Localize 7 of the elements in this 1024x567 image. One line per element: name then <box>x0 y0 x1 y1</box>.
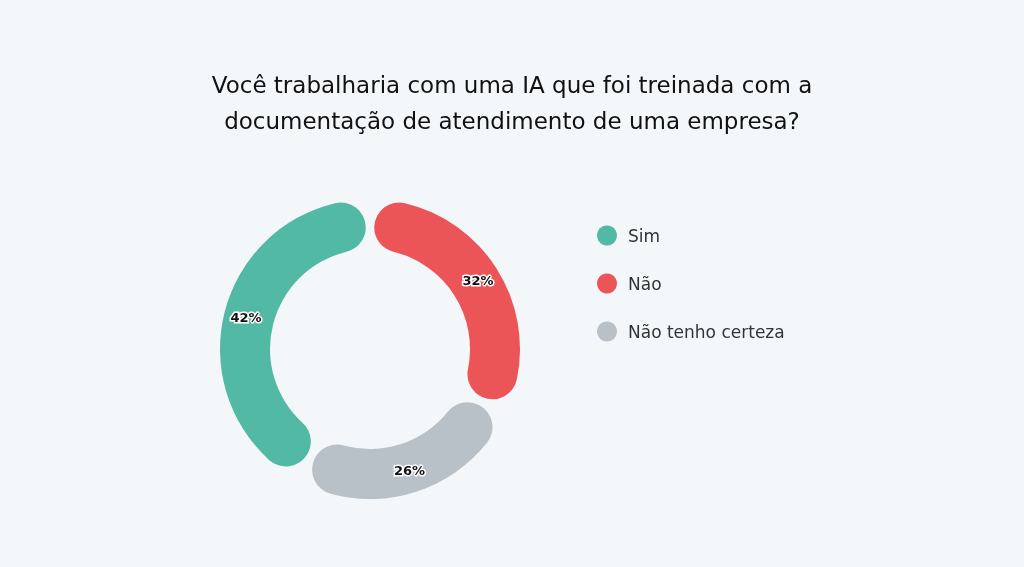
legend-label: Sim <box>628 225 661 246</box>
chart-title: Você trabalharia com uma IA que foi treinada com a documentação de atendimento de uma empresa? <box>211 72 813 134</box>
data-label: 42% <box>230 309 262 325</box>
legend-label: Não <box>628 273 662 294</box>
legend-label: Não tenho certeza <box>628 321 785 342</box>
data-label: 32% <box>462 272 494 288</box>
data-label: 26% <box>393 463 426 479</box>
